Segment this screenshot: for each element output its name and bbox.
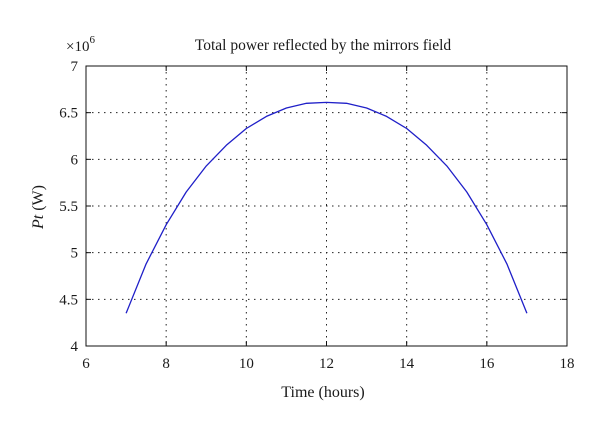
y-axis-label-symbol: Pt bbox=[30, 214, 47, 230]
y-tick-label: 6.5 bbox=[59, 106, 78, 122]
x-tick-label: 16 bbox=[479, 356, 495, 372]
x-axis-label: Time (hours) bbox=[281, 384, 364, 401]
tick-marks bbox=[85, 65, 568, 347]
series-line bbox=[125, 101, 528, 314]
y-tick-label: 7 bbox=[71, 59, 79, 75]
y-multiplier: ×106 bbox=[66, 34, 95, 55]
y-tick-label: 6 bbox=[71, 152, 79, 168]
y-tick-label: 4.5 bbox=[59, 292, 78, 308]
y-tick-label: 5.5 bbox=[59, 199, 78, 215]
y-axis-label-unit: (W) bbox=[30, 185, 47, 215]
x-tick-label: 8 bbox=[162, 356, 170, 372]
y-tick-labels: 4 4.5 5 5.5 6 6.5 7 bbox=[59, 59, 78, 355]
x-tick-label: 12 bbox=[319, 356, 334, 372]
x-tick-label: 14 bbox=[399, 356, 415, 372]
y-multiplier-exponent: 6 bbox=[89, 34, 95, 46]
x-tick-label: 6 bbox=[82, 356, 90, 372]
y-tick-label: 5 bbox=[71, 246, 79, 262]
x-tick-label: 18 bbox=[560, 356, 575, 372]
y-tick-label: 4 bbox=[71, 339, 79, 355]
x-tick-labels: 6 8 10 12 14 16 18 bbox=[82, 356, 574, 372]
y-multiplier-base: ×10 bbox=[66, 39, 89, 55]
series-layer bbox=[125, 101, 528, 314]
grid bbox=[86, 66, 567, 346]
chart-title: Total power reflected by the mirrors fie… bbox=[195, 37, 452, 54]
y-axis-label: Pt (W) bbox=[30, 185, 47, 230]
x-tick-label: 10 bbox=[239, 356, 254, 372]
